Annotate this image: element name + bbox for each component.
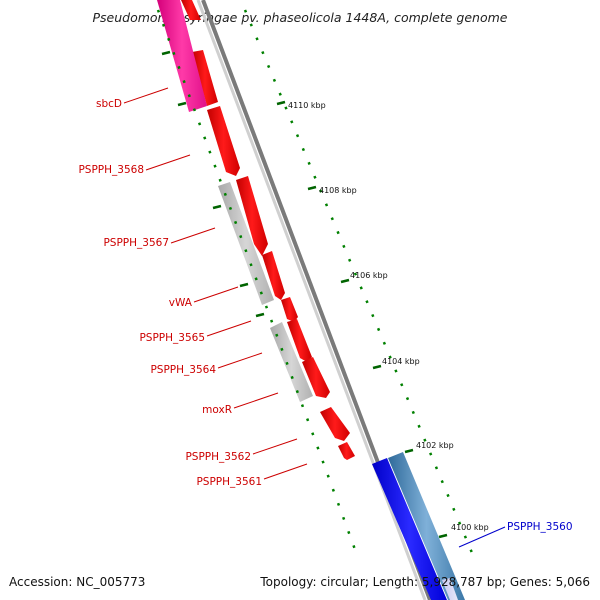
gene-psp3568: [207, 106, 240, 176]
ruler-labels: 4110 kbp 4108 kbp 4106 kbp 4104 kbp 4102…: [288, 101, 489, 532]
gene-psp3560-steel: [388, 452, 465, 600]
gene-label-moxr: moxR: [202, 404, 232, 416]
gene-psp3561: [338, 442, 355, 460]
kbp-label: 4108 kbp: [319, 186, 357, 195]
gene-gray-b: [270, 322, 313, 402]
rna-feature-pink: [157, 0, 207, 112]
gene-label-vwa: vWA: [169, 297, 193, 309]
kbp-label: 4110 kbp: [288, 101, 326, 110]
gene-label-sbcd: sbcD: [96, 98, 122, 110]
genome-summary-text: Topology: circular; Length: 5,928,787 bp…: [260, 575, 590, 589]
gene-psp3562: [320, 407, 350, 441]
gene-gray-a: [218, 182, 274, 305]
kbp-label: 4106 kbp: [350, 271, 388, 280]
label-leader-lines: [123, 87, 506, 548]
gene-label-psp3561: PSPPH_3561: [196, 476, 262, 488]
gene-label-psp3564: PSPPH_3564: [150, 364, 216, 376]
gene-label-psp3560: PSPPH_3560: [507, 521, 573, 533]
gene-moxR: [302, 357, 330, 398]
gene-label-psp3562: PSPPH_3562: [185, 451, 251, 463]
gene-psp3560-blue: [372, 458, 447, 600]
accession-text: Accession: NC_005773: [9, 575, 146, 589]
kbp-label: 4104 kbp: [382, 357, 420, 366]
gene-psp3564: [287, 319, 312, 362]
gene-sbcD-segment-a: [181, 0, 201, 20]
ruler-dots: [156, 9, 477, 561]
gene-sbcD-segment-b: [192, 50, 218, 106]
gene-psp3565: [281, 297, 298, 322]
kbp-label: 4100 kbp: [451, 523, 489, 532]
gene-label-psp3567: PSPPH_3567: [103, 237, 169, 249]
gene-psp3567: [236, 176, 268, 256]
gene-light-band: [442, 578, 458, 600]
ruler-major-ticks: [161, 50, 448, 539]
gene-vwa: [262, 251, 285, 300]
gene-labels: sbcD PSPPH_3568 PSPPH_3567 vWA PSPPH_356…: [78, 98, 572, 533]
gene-label-psp3568: PSPPH_3568: [78, 164, 144, 176]
kbp-label: 4102 kbp: [416, 441, 454, 450]
forward-strand-genes: [181, 0, 355, 460]
reverse-strand-genes: [157, 0, 465, 600]
gene-label-psp3565: PSPPH_3565: [139, 332, 205, 344]
